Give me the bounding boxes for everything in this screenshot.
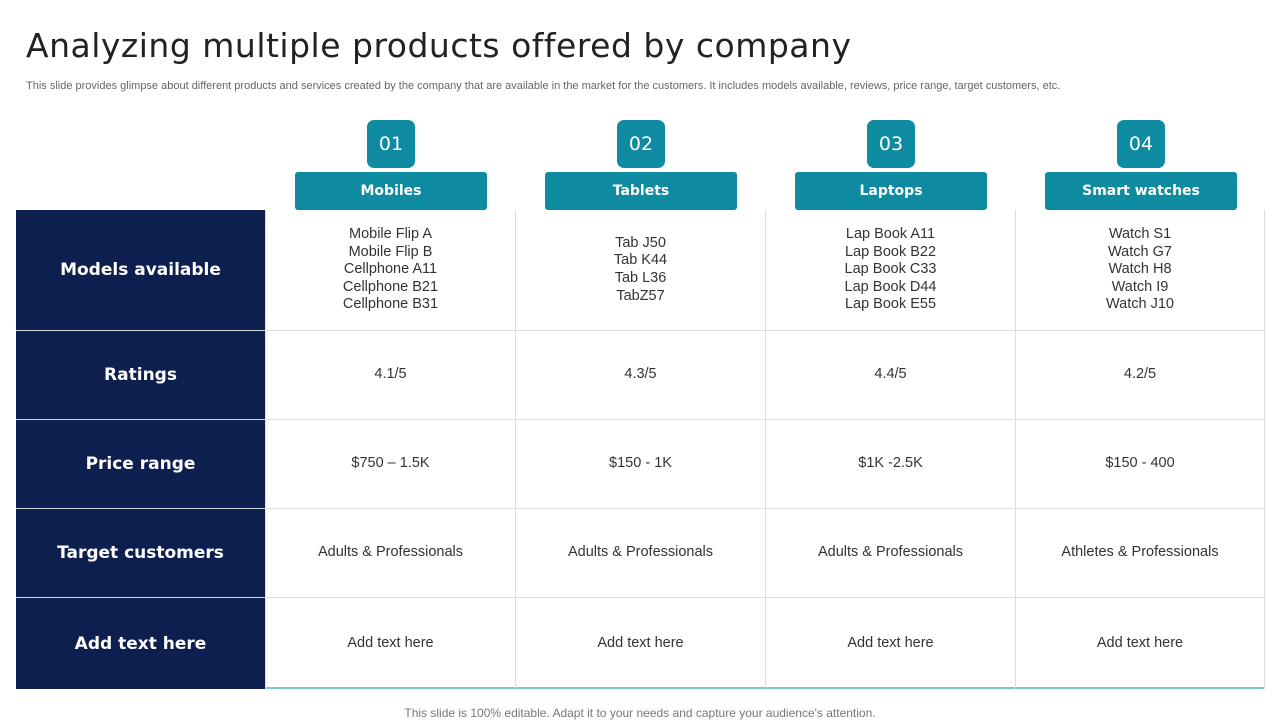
model-item: Tab K44: [613, 252, 668, 269]
model-item: Mobile Flip A: [348, 226, 432, 243]
price-cell-mobiles: $750 – 1.5K: [265, 420, 515, 509]
row-label-models: Models available: [16, 210, 265, 331]
row-label-add-text: Add text here: [16, 598, 265, 689]
page-subtitle: This slide provides glimpse about differ…: [26, 80, 1061, 92]
product-header-tablets: 02 Tablets: [545, 120, 737, 210]
models-cell-laptops: Lap Book A11 Lap Book B22 Lap Book C33 L…: [765, 210, 1015, 331]
product-category-label: Smart watches: [1045, 172, 1237, 210]
price-cell-smart-watches: $150 - 400: [1015, 420, 1265, 509]
rating-cell-mobiles: 4.1/5: [265, 331, 515, 420]
extra-cell-mobiles: Add text here: [265, 598, 515, 689]
model-item: Watch S1: [1108, 226, 1172, 243]
rating-cell-laptops: 4.4/5: [765, 331, 1015, 420]
model-item: Tab J50: [615, 234, 666, 251]
product-header-smart-watches: 04 Smart watches: [1045, 120, 1237, 210]
models-cell-smart-watches: Watch S1 Watch G7 Watch H8 Watch I9 Watc…: [1015, 210, 1265, 331]
model-item: Lap Book C33: [844, 261, 937, 278]
model-item: Lap Book E55: [844, 296, 937, 313]
product-number-badge: 02: [617, 120, 665, 168]
price-cell-tablets: $150 - 1K: [515, 420, 765, 509]
model-item: Watch I9: [1111, 278, 1169, 295]
models-cell-mobiles: Mobile Flip A Mobile Flip B Cellphone A1…: [265, 210, 515, 331]
product-category-label: Mobiles: [295, 172, 487, 210]
product-number-badge: 04: [1117, 120, 1165, 168]
rating-cell-tablets: 4.3/5: [515, 331, 765, 420]
product-header-laptops: 03 Laptops: [795, 120, 987, 210]
target-cell-mobiles: Adults & Professionals: [265, 509, 515, 598]
model-item: Mobile Flip B: [348, 243, 433, 260]
product-category-label: Tablets: [545, 172, 737, 210]
extra-cell-tablets: Add text here: [515, 598, 765, 689]
target-cell-tablets: Adults & Professionals: [515, 509, 765, 598]
model-item: Lap Book D44: [844, 278, 937, 295]
model-item: Watch H8: [1108, 261, 1172, 278]
model-item: Watch G7: [1108, 243, 1172, 260]
price-cell-laptops: $1K -2.5K: [765, 420, 1015, 509]
model-item: Lap Book A11: [845, 226, 936, 243]
target-cell-laptops: Adults & Professionals: [765, 509, 1015, 598]
model-item: Cellphone B21: [342, 278, 439, 295]
models-cell-tablets: Tab J50 Tab K44 Tab L36 TabZ57: [515, 210, 765, 331]
product-number-badge: 03: [867, 120, 915, 168]
row-label-price-range: Price range: [16, 420, 265, 509]
product-comparison-table: Models available Mobile Flip A Mobile Fl…: [16, 210, 1265, 689]
model-item: Tab L36: [614, 270, 667, 286]
product-header-mobiles: 01 Mobiles: [295, 120, 487, 210]
model-item: Cellphone A11: [343, 261, 438, 278]
model-item: Cellphone B31: [342, 296, 439, 313]
rating-cell-smart-watches: 4.2/5: [1015, 331, 1265, 420]
product-number-badge: 01: [367, 120, 415, 168]
model-item: TabZ57: [616, 287, 665, 304]
model-item: Lap Book B22: [844, 243, 937, 260]
row-label-target-customers: Target customers: [16, 509, 265, 598]
extra-cell-smart-watches: Add text here: [1015, 598, 1265, 689]
product-category-label: Laptops: [795, 172, 987, 210]
footer-note: This slide is 100% editable. Adapt it to…: [404, 706, 876, 720]
extra-cell-laptops: Add text here: [765, 598, 1015, 689]
model-item: Watch J10: [1106, 296, 1174, 313]
page-title: Analyzing multiple products offered by c…: [26, 26, 852, 65]
row-label-ratings: Ratings: [16, 331, 265, 420]
target-cell-smart-watches: Athletes & Professionals: [1015, 509, 1265, 598]
